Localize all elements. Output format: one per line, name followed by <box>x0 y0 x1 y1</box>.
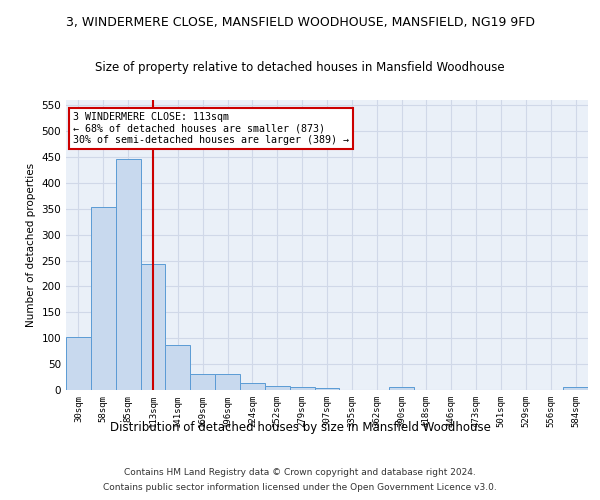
Text: 3 WINDERMERE CLOSE: 113sqm
← 68% of detached houses are smaller (873)
30% of sem: 3 WINDERMERE CLOSE: 113sqm ← 68% of deta… <box>73 112 349 145</box>
Bar <box>314 388 340 390</box>
Text: 3, WINDERMERE CLOSE, MANSFIELD WOODHOUSE, MANSFIELD, NG19 9FD: 3, WINDERMERE CLOSE, MANSFIELD WOODHOUSE… <box>65 16 535 29</box>
Y-axis label: Number of detached properties: Number of detached properties <box>26 163 36 327</box>
Text: Contains public sector information licensed under the Open Government Licence v3: Contains public sector information licen… <box>103 483 497 492</box>
Text: Distribution of detached houses by size in Mansfield Woodhouse: Distribution of detached houses by size … <box>110 421 490 434</box>
Bar <box>389 388 414 390</box>
Bar <box>116 158 140 390</box>
Bar <box>140 264 166 390</box>
Bar <box>66 337 91 390</box>
Bar <box>190 374 215 390</box>
Text: Size of property relative to detached houses in Mansfield Woodhouse: Size of property relative to detached ho… <box>95 61 505 74</box>
Bar <box>240 383 265 390</box>
Bar <box>290 388 314 390</box>
Bar <box>166 346 190 390</box>
Bar <box>91 207 116 390</box>
Bar <box>215 374 240 390</box>
Text: Contains HM Land Registry data © Crown copyright and database right 2024.: Contains HM Land Registry data © Crown c… <box>124 468 476 477</box>
Bar <box>265 386 290 390</box>
Bar <box>563 388 588 390</box>
